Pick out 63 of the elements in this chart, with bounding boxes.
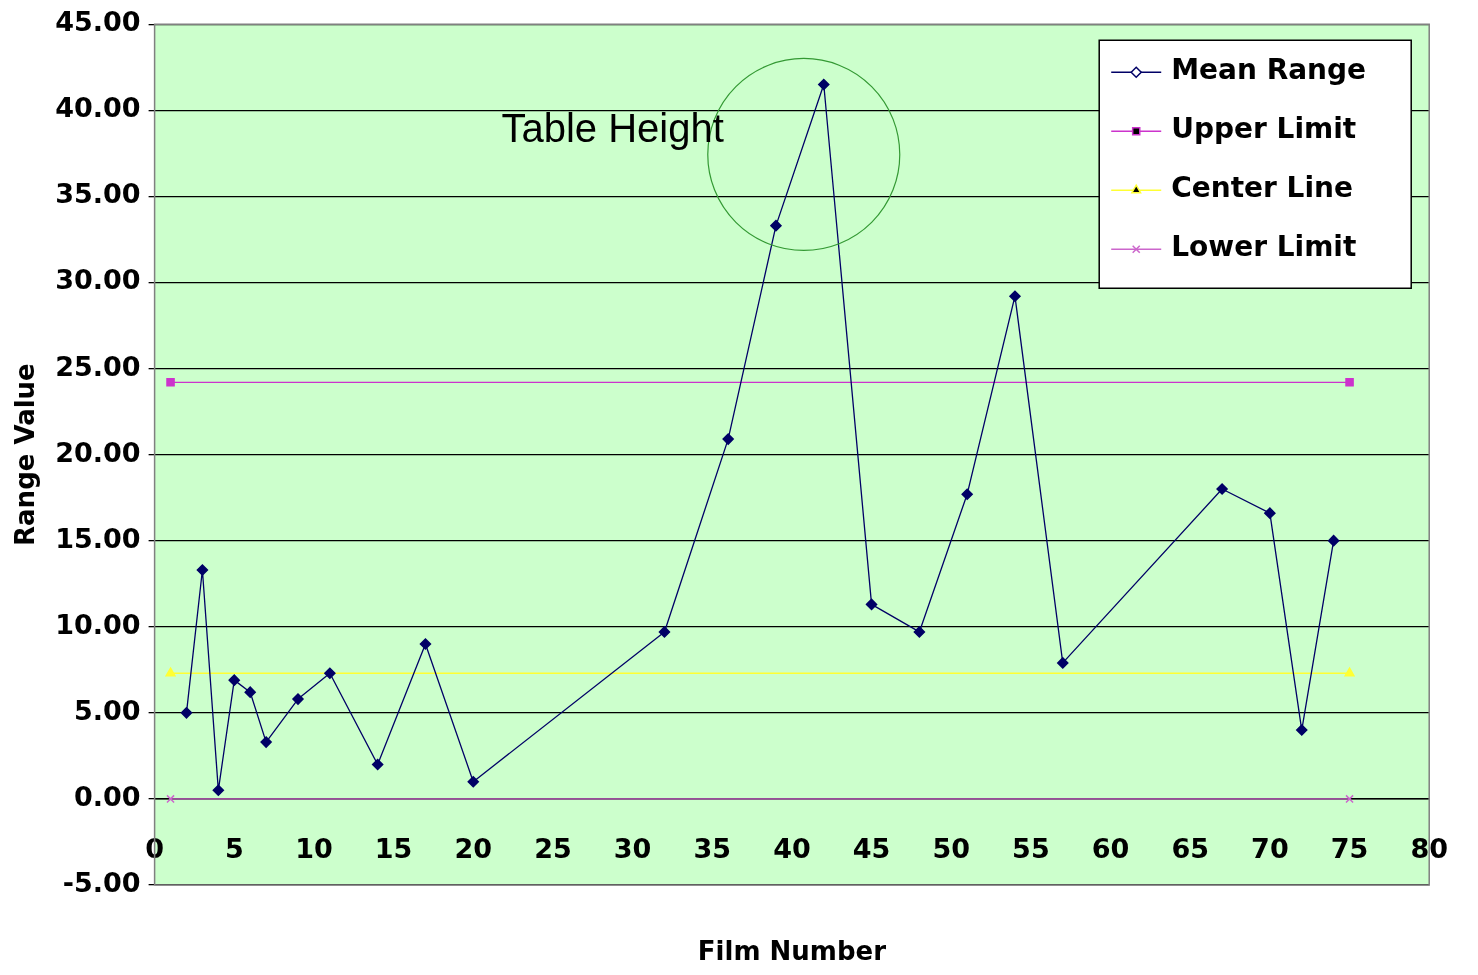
x-tick-label: 65 [1171,833,1210,865]
point [324,667,336,679]
annotation: Table Height [501,106,724,151]
point [722,433,734,445]
point [1264,507,1276,519]
point [196,564,209,576]
y-tick-label: 45.00 [55,6,141,38]
y-tick-label: -5.00 [62,867,141,899]
point [1216,483,1228,495]
legend-label: Center Line [1171,171,1353,205]
y-tick-label: 5.00 [73,694,141,726]
point [166,794,175,804]
legend-label: Upper Limit [1171,112,1357,146]
y-tick-label: 40.00 [55,92,141,124]
x-tick-label: 35 [693,833,732,865]
y-tick-label: 0.00 [73,780,141,812]
point [658,626,671,638]
x-tick-label: 55 [1012,833,1050,865]
y-tick-label: 25.00 [55,350,141,382]
point [260,736,272,748]
x-tick-label: 45 [852,833,891,865]
point [818,78,830,91]
point [961,488,973,500]
x-tick-label: 30 [613,833,652,865]
point [1345,794,1354,804]
point [212,784,225,797]
point [913,626,926,638]
point [371,758,384,771]
x-tick-label: 50 [932,833,971,865]
point [1057,657,1069,669]
x-tick-label: 40 [773,833,811,865]
point [1009,290,1021,302]
point [1327,534,1340,547]
point [467,775,480,788]
x-tick-label: 15 [374,833,413,865]
legend-label: Mean Range [1171,53,1367,87]
point [166,378,175,387]
y-tick-label: 20.00 [55,436,141,468]
x-tick-label: 10 [295,833,333,865]
point [180,707,193,719]
legend-label: Lower Limit [1171,230,1357,264]
point [1296,724,1308,736]
point [865,598,878,611]
point [770,219,782,232]
y-tick-label: 35.00 [55,178,141,210]
y-tick-label: 15.00 [55,522,141,554]
point [244,686,256,698]
y-tick-label: 30.00 [55,264,141,296]
x-axis-title: Film Number [697,935,887,966]
x-tick-label: 80 [1410,833,1448,865]
point [292,693,304,705]
y-axis-title: Range Value [10,363,41,546]
x-tick-label: 70 [1251,833,1289,865]
point [419,638,432,650]
y-tick-label: 10.00 [55,608,141,640]
x-tick-label: 25 [534,833,572,865]
x-tick-label: 0 [145,833,164,865]
x-tick-label: 5 [224,833,244,865]
point [1345,378,1354,387]
point [228,674,241,686]
x-tick-label: 60 [1091,833,1130,865]
x-tick-label: 20 [454,833,493,865]
x-tick-label: 75 [1330,833,1369,865]
